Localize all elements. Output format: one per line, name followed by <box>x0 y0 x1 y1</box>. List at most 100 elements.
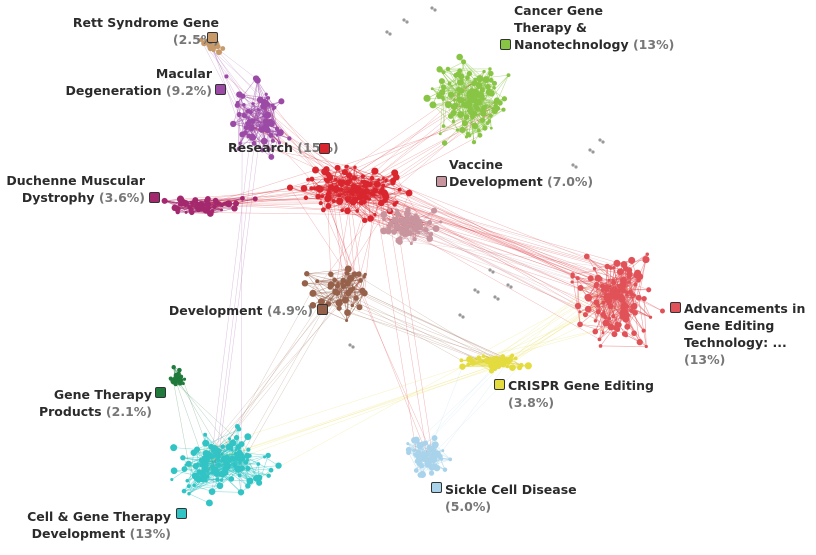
node <box>642 256 650 264</box>
node <box>377 178 381 182</box>
node <box>212 204 217 210</box>
node <box>358 278 363 283</box>
node <box>205 451 212 459</box>
edge <box>227 196 319 205</box>
node <box>369 176 375 181</box>
edge <box>337 282 522 366</box>
node <box>597 337 602 342</box>
node <box>570 272 575 277</box>
edge <box>328 205 355 275</box>
node <box>336 197 344 205</box>
node <box>480 110 487 117</box>
node <box>607 278 611 282</box>
node <box>466 70 473 77</box>
node <box>378 188 385 195</box>
edges-layer <box>164 39 663 504</box>
node <box>626 274 632 280</box>
node <box>317 298 325 306</box>
node <box>240 195 245 201</box>
node <box>453 72 459 78</box>
edge <box>383 185 619 286</box>
node <box>495 358 502 365</box>
node <box>170 444 178 452</box>
node <box>482 76 490 84</box>
edge <box>434 366 463 439</box>
node <box>238 461 242 465</box>
isolated-node <box>385 30 389 34</box>
node <box>332 277 337 283</box>
node <box>214 201 218 205</box>
node <box>417 472 424 478</box>
isolated-node <box>458 313 462 317</box>
edge <box>329 192 573 275</box>
node <box>245 483 251 489</box>
node <box>345 172 353 179</box>
node <box>315 279 320 284</box>
marker-cancer <box>500 39 511 50</box>
edge <box>312 293 340 304</box>
node <box>235 443 242 450</box>
marker-research <box>319 143 330 154</box>
node <box>436 66 443 73</box>
node <box>170 477 174 482</box>
node <box>318 201 323 206</box>
node <box>225 200 233 208</box>
edge <box>206 41 254 104</box>
node <box>451 119 456 124</box>
edge <box>241 134 272 158</box>
node <box>604 263 610 270</box>
node <box>306 177 310 182</box>
node <box>201 455 206 461</box>
node <box>611 314 616 319</box>
node <box>268 154 275 160</box>
node <box>478 359 483 364</box>
edge <box>612 267 615 281</box>
node <box>488 70 494 77</box>
node <box>216 463 220 467</box>
edge <box>218 281 318 461</box>
edge <box>320 188 630 275</box>
node <box>274 126 280 132</box>
node <box>457 68 463 74</box>
isolated-node <box>461 315 465 319</box>
edge <box>347 165 384 179</box>
node <box>413 468 419 473</box>
edge <box>326 169 332 285</box>
node <box>428 232 433 237</box>
edge <box>370 210 390 219</box>
edge <box>188 493 210 504</box>
node <box>266 102 271 107</box>
node <box>335 299 343 307</box>
node <box>624 323 631 330</box>
edge <box>364 129 463 183</box>
node <box>587 275 594 282</box>
edge <box>631 294 641 343</box>
node <box>441 70 446 75</box>
node <box>347 274 355 282</box>
edge <box>364 190 376 294</box>
node <box>341 168 348 176</box>
isolated-node <box>430 6 434 10</box>
edge <box>316 280 347 321</box>
node <box>189 209 195 216</box>
label-development-name: Development <box>168 303 263 318</box>
node <box>456 53 463 61</box>
node <box>220 444 226 449</box>
node <box>395 211 401 217</box>
node <box>395 208 400 213</box>
edge <box>392 182 608 267</box>
node <box>245 108 251 114</box>
edge <box>306 273 329 305</box>
label-cellgene-pct: (13%) <box>129 526 171 541</box>
node <box>608 298 613 304</box>
edge <box>369 184 579 307</box>
edge <box>304 283 509 362</box>
node <box>458 73 465 80</box>
edge <box>599 314 604 340</box>
node <box>434 450 441 458</box>
node <box>373 212 377 217</box>
node <box>459 363 466 370</box>
label-advancements-pct: (13%) <box>684 352 726 367</box>
node <box>216 458 220 463</box>
node <box>257 108 261 112</box>
